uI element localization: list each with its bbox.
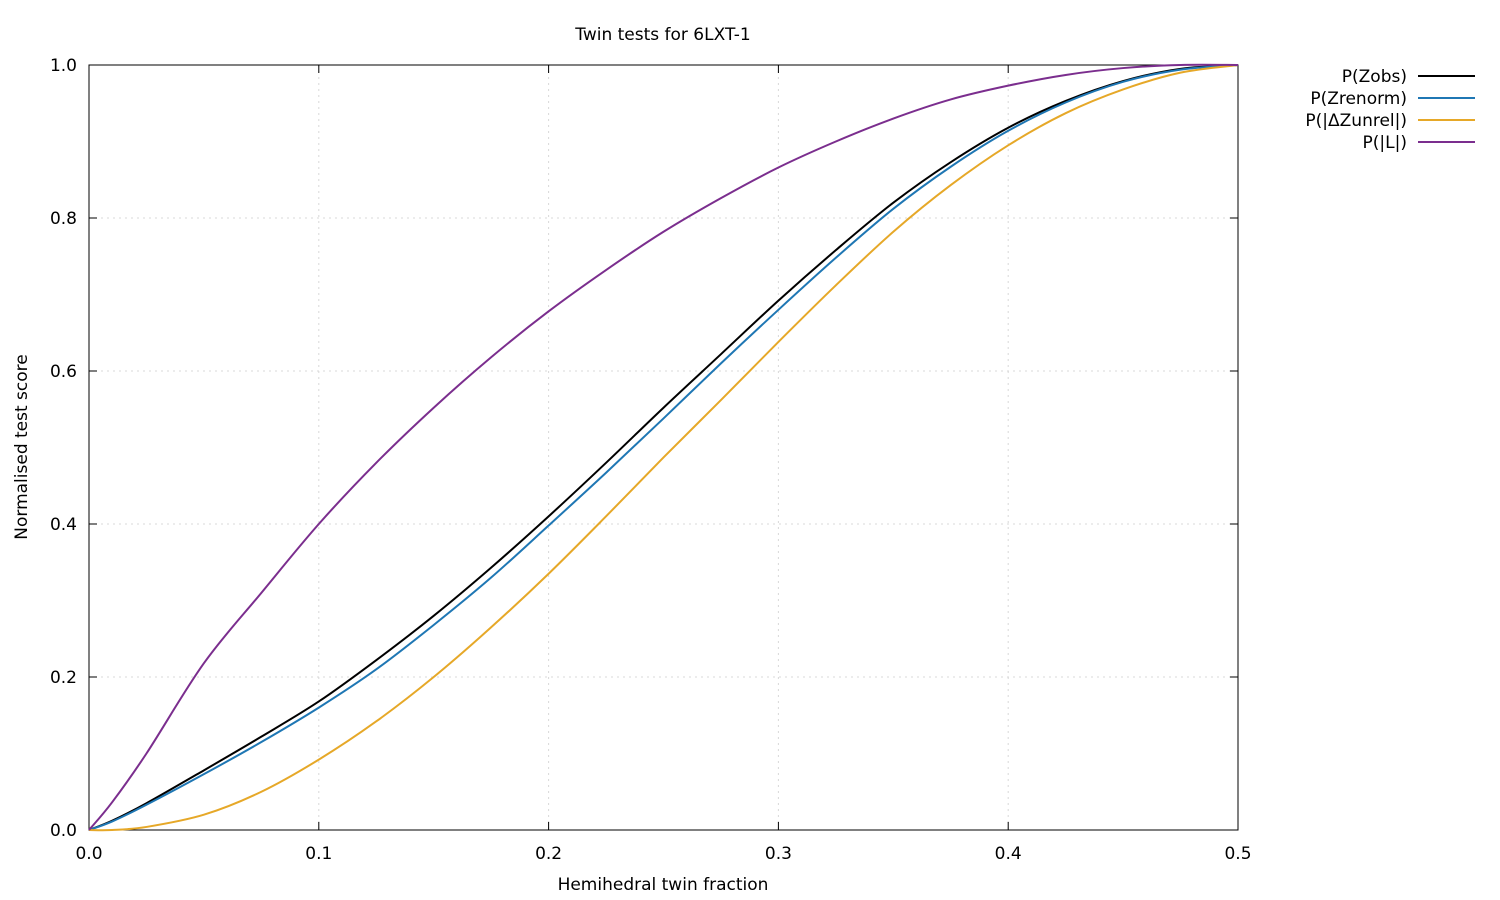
x-tick-label: 0.5 <box>1224 844 1251 864</box>
plot-frame <box>88 64 1239 831</box>
chart-title: Twin tests for 6LXT-1 <box>574 25 750 45</box>
series-line-3 <box>88 64 1239 832</box>
series-line-2 <box>88 64 1239 831</box>
series-lines <box>88 63 1239 832</box>
x-tick-label: 0.1 <box>305 844 332 864</box>
y-tick-label: 0.2 <box>50 668 77 688</box>
y-tick-label: 0.6 <box>50 362 77 382</box>
series-line-4 <box>88 63 1239 831</box>
x-tick-label: 0.3 <box>765 844 792 864</box>
y-tick-label: 0.4 <box>50 515 77 535</box>
y-tick-label: 1.0 <box>50 56 77 76</box>
series-line-1 <box>88 64 1239 831</box>
x-axis-title: Hemihedral twin fraction <box>558 875 769 895</box>
legend: P(Zobs)P(Zrenorm)P(|ΔZunrel|)P(|L|) <box>1305 67 1475 153</box>
y-axis-title: Normalised test score <box>12 354 32 539</box>
x-tick-label: 0.4 <box>995 844 1022 864</box>
legend-label: P(Zrenorm) <box>1310 89 1407 109</box>
x-tick-label: 0.2 <box>535 844 562 864</box>
legend-label: P(Zobs) <box>1342 67 1407 87</box>
legend-label: P(|ΔZunrel|) <box>1305 111 1407 131</box>
x-tick-label: 0.0 <box>75 844 102 864</box>
axis-ticks: 0.0 0.1 0.2 0.3 0.4 0.5 0.0 0.2 0.4 0.6 0.8 1.0 <box>50 56 1252 864</box>
legend-label: P(|L|) <box>1363 133 1407 153</box>
y-tick-label: 0.0 <box>50 821 77 841</box>
y-tick-label: 0.8 <box>50 209 77 229</box>
grid <box>89 65 1238 830</box>
